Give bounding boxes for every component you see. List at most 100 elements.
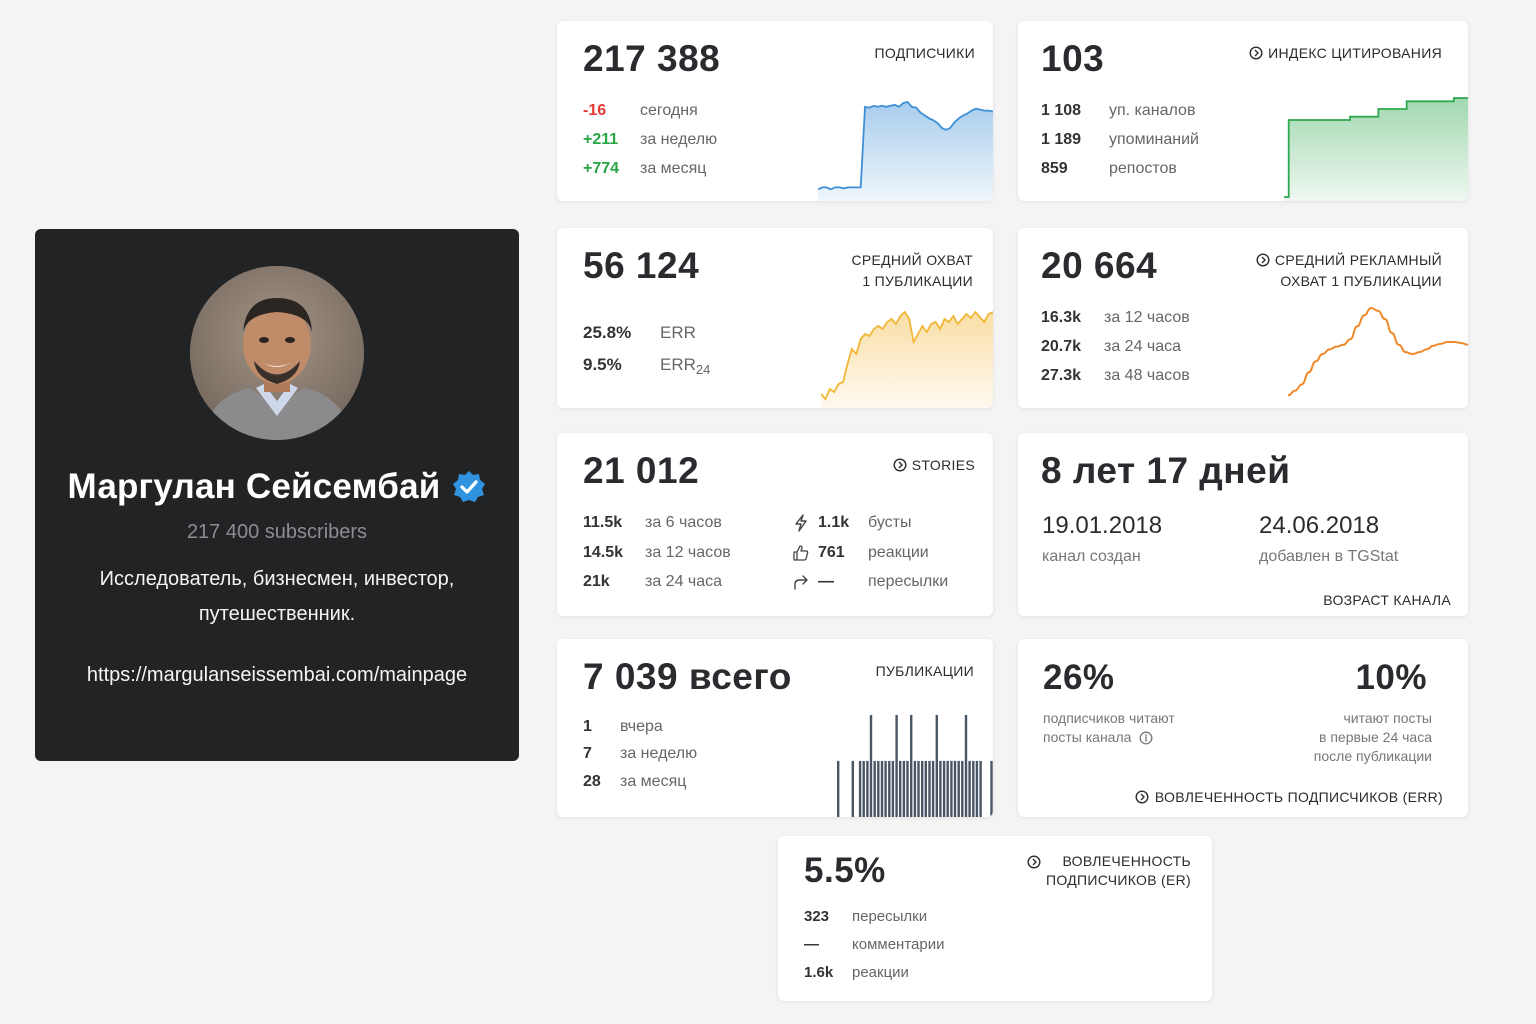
verified-badge-icon bbox=[453, 471, 486, 502]
publications-bar bbox=[866, 760, 869, 817]
publications-bar bbox=[979, 760, 982, 817]
publications-bar bbox=[873, 760, 876, 817]
subscribers-row-month: +774 за месяц bbox=[583, 160, 706, 178]
citation-index-card[interactable]: 103 ИНДЕКС ЦИТИРОВАНИЯ 1 108 уп. каналов… bbox=[1018, 21, 1468, 201]
row-value: 21k bbox=[583, 573, 610, 590]
stories-card[interactable]: 21 012 STORIES 11.5k за 6 часов 14.5k за… bbox=[557, 433, 993, 616]
publications-bar bbox=[902, 760, 906, 817]
added-text: добавлен в TGStat bbox=[1259, 548, 1399, 565]
stories-label: STORIES bbox=[893, 455, 975, 476]
publications-bar bbox=[990, 760, 993, 817]
publications-bar bbox=[917, 760, 920, 817]
row-text: упоминаний bbox=[1109, 131, 1199, 148]
ad-reach-sparkline-line bbox=[1288, 306, 1468, 397]
stories-row-6h: 11.5k за 6 часов bbox=[583, 514, 722, 532]
stories-reactions: 761 реакции bbox=[793, 544, 929, 562]
channel-description: Исследователь, бизнесмен, инвестор, путе… bbox=[99, 568, 455, 625]
publications-bar bbox=[862, 760, 865, 817]
avatar-portrait bbox=[190, 266, 364, 440]
publications-bar bbox=[957, 760, 960, 817]
err-left-value: 26% bbox=[1043, 658, 1115, 697]
info-icon[interactable] bbox=[1139, 731, 1153, 745]
row-value: -16 bbox=[583, 102, 607, 119]
engagement-er-card[interactable]: 5.5% ВОВЛЕЧЕННОСТЬ ПОДПИСЧИКОВ (ER) 323 … bbox=[778, 836, 1212, 1001]
publications-bar bbox=[931, 760, 935, 817]
row-value: 859 bbox=[1041, 160, 1068, 177]
subscribers-sparkline bbox=[818, 101, 993, 201]
average-reach-card[interactable]: 56 124 СРЕДНИЙ ОХВАТ 1 ПУБЛИКАЦИИ 25.8% … bbox=[557, 228, 993, 408]
share-arrow-icon bbox=[794, 575, 808, 590]
row-value: 9.5% bbox=[583, 355, 622, 374]
channel-link[interactable]: https://margulanseissembai.com/mainpage bbox=[86, 664, 468, 686]
publications-label: ПУБЛИКАЦИИ bbox=[876, 661, 974, 682]
row-text: реакции bbox=[868, 544, 929, 561]
stories-row-12h: 14.5k за 12 часов bbox=[583, 544, 731, 562]
publications-value: 7 039 всего bbox=[583, 656, 792, 697]
row-text: за месяц bbox=[640, 160, 707, 177]
er-label: ВОВЛЕЧЕННОСТЬ ПОДПИСЧИКОВ (ER) bbox=[1027, 852, 1191, 890]
row-value: 1 bbox=[583, 718, 592, 735]
ad-reach-label: СРЕДНИЙ РЕКЛАМНЫЙ ОХВАТ 1 ПУБЛИКАЦИИ bbox=[1256, 250, 1442, 292]
publications-card[interactable]: 7 039 всего ПУБЛИКАЦИИ 1 вчера 7 за неде… bbox=[557, 639, 993, 817]
subscribers-sparkline-area bbox=[818, 102, 993, 201]
err-label: ВОВЛЕЧЕННОСТЬ ПОДПИСЧИКОВ (ERR) bbox=[1135, 789, 1443, 805]
er-row-forwards: 323 пересылки bbox=[804, 908, 927, 925]
publications-bar bbox=[946, 760, 949, 817]
channel-avatar[interactable] bbox=[190, 266, 364, 440]
row-text: за неделю bbox=[640, 131, 718, 148]
publications-bar bbox=[961, 760, 964, 817]
row-value: 20.7k bbox=[1041, 338, 1082, 355]
row-value: 14.5k bbox=[583, 544, 624, 561]
row-value: 1.1k bbox=[818, 514, 850, 531]
ad-reach-card[interactable]: 20 664 СРЕДНИЙ РЕКЛАМНЫЙ ОХВАТ 1 ПУБЛИКА… bbox=[1018, 228, 1468, 408]
reach-label-line1: СРЕДНИЙ ОХВАТ bbox=[851, 252, 973, 268]
subscribers-card[interactable]: 217 388 ПОДПИСЧИКИ -16 сегодня +211 за н… bbox=[557, 21, 993, 201]
reach-row-err: 25.8% ERR bbox=[583, 323, 696, 343]
citation-label: ИНДЕКС ЦИТИРОВАНИЯ bbox=[1249, 43, 1442, 64]
channel-name: Маргулан Сейсембай bbox=[35, 467, 519, 507]
channel-age-card[interactable]: 8 лет 17 дней 19.01.2018 канал создан 24… bbox=[1018, 433, 1468, 616]
publications-row-yesterday: 1 вчера bbox=[583, 718, 663, 736]
engagement-err-card[interactable]: 26% подписчиков читают посты канала 10% … bbox=[1018, 639, 1468, 817]
info-circle-icon bbox=[893, 458, 907, 472]
info-circle-icon bbox=[1249, 46, 1263, 60]
subscribers-label: ПОДПИСЧИКИ bbox=[874, 43, 975, 64]
row-text: репостов bbox=[1109, 160, 1177, 177]
thumbs-up-icon bbox=[793, 545, 809, 561]
subscribers-sparkline-line bbox=[818, 101, 993, 191]
er-row-reactions: 1.6k реакции bbox=[804, 964, 909, 981]
age-label: ВОЗРАСТ КАНАЛА bbox=[1323, 592, 1451, 608]
err-left-caption: подписчиков читают посты канала bbox=[1043, 709, 1175, 747]
publications-bar bbox=[972, 760, 975, 817]
row-text: пересылки bbox=[868, 573, 949, 590]
ad-reach-label-line1: СРЕДНИЙ РЕКЛАМНЫЙ bbox=[1274, 252, 1442, 268]
row-text: за 48 часов bbox=[1104, 367, 1190, 384]
err-right-caption: читают посты в первые 24 часа после публ… bbox=[1314, 709, 1432, 766]
reach-sparkline-area bbox=[821, 312, 993, 408]
row-value: 1 108 bbox=[1041, 102, 1082, 119]
publications-bar bbox=[950, 760, 953, 817]
publications-bar bbox=[877, 760, 880, 817]
er-label-text: ВОВЛЕЧЕННОСТЬ ПОДПИСЧИКОВ (ER) bbox=[1046, 852, 1191, 890]
row-value: — bbox=[818, 573, 834, 590]
publications-bar bbox=[851, 760, 854, 817]
err-right-line1: читают посты bbox=[1343, 710, 1433, 726]
row-value: +211 bbox=[583, 131, 619, 148]
stories-forwards: — пересылки bbox=[793, 573, 948, 591]
publications-bar bbox=[910, 715, 913, 817]
publications-bar bbox=[924, 760, 927, 817]
err-left-line2: посты канала bbox=[1043, 729, 1132, 745]
citation-sparkline bbox=[1284, 97, 1468, 201]
row-value: 28 bbox=[583, 773, 601, 790]
created-date: 19.01.2018 bbox=[1042, 512, 1163, 539]
subscribers-row-week: +211 за неделю bbox=[583, 131, 717, 149]
ad-reach-sparkline bbox=[1288, 306, 1468, 397]
info-circle-icon bbox=[1135, 790, 1149, 804]
publications-bar bbox=[899, 760, 902, 817]
err-subscript: 24 bbox=[695, 362, 711, 377]
lightning-icon bbox=[795, 514, 807, 532]
added-date: 24.06.2018 bbox=[1259, 512, 1380, 539]
er-label-line1: ВОВЛЕЧЕННОСТЬ bbox=[1062, 853, 1191, 869]
reach-row-err24: 9.5% ERR24 bbox=[583, 355, 710, 377]
err-left-line2-row: посты канала bbox=[1043, 728, 1175, 747]
